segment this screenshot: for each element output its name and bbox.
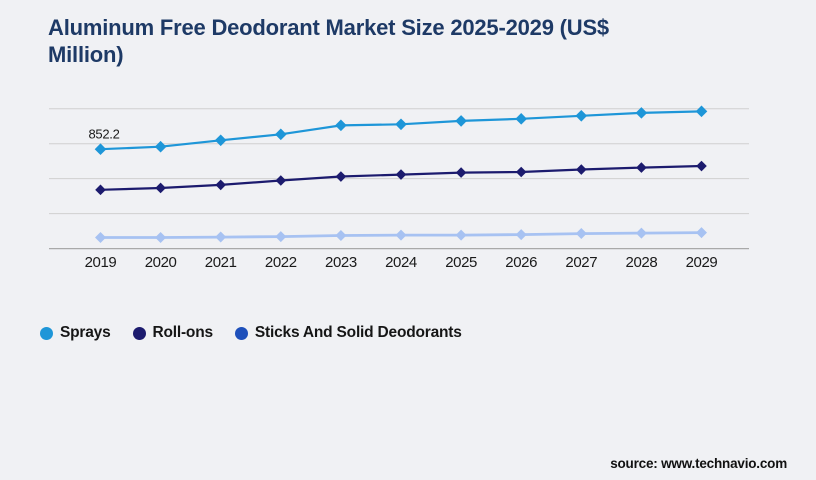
data-point-marker-roll-ons [455,167,467,178]
data-point-marker-roll-ons [576,164,587,175]
line-chart-plot-area: 852.2 [49,105,749,250]
data-point-marker-sticks-and-solid-deodorants [215,231,227,243]
x-tick-label: 2028 [625,254,658,271]
source-text: source: www.technavio.com [610,456,787,471]
x-tick-label: 2029 [685,254,718,271]
x-tick-label: 2026 [505,254,538,271]
data-point-marker-roll-ons [95,184,106,196]
legend-item-sprays: Sprays [40,324,111,342]
data-point-marker-roll-ons [515,166,527,178]
legend-label: Sticks And Solid Deodorants [254,324,462,341]
page-title-line2: Million) [48,42,124,67]
data-point-marker-sprays [335,119,347,132]
x-axis-tick-labels: 2019 2020 2021 2022 2023 2024 2025 2026 2027 2028… [0,254,816,274]
data-point-marker-roll-ons [335,171,347,182]
data-point-marker-roll-ons [275,175,287,186]
legend-dot-icon [234,326,248,340]
data-point-marker-sprays [214,134,227,147]
x-tick-label: 2021 [204,254,237,271]
data-point-marker-sticks-and-solid-deodorants [335,230,347,242]
data-point-marker-sprays [515,113,527,125]
data-point-marker-sprays [154,140,167,153]
x-tick-label: 2023 [325,254,357,271]
data-point-marker-sprays [275,128,287,141]
data-point-marker-sprays [395,118,407,131]
data-point-marker-sprays [94,143,107,156]
data-point-marker-sprays [575,109,588,122]
legend-label: Sprays [60,324,111,341]
legend-dot-icon [40,326,53,340]
legend-item-sticks-and-solid-deodorants: Sticks And Solid Deodorants [234,324,462,342]
data-point-marker-sprays [455,115,467,127]
data-point-marker-sticks-and-solid-deodorants [515,229,527,241]
data-point-marker-roll-ons [696,160,707,172]
x-tick-label: 2024 [385,254,417,271]
chart-legend: Sprays Roll-ons Sticks And Solid Deodorant… [40,324,462,342]
page-title: Aluminum Free Deodorant Market Size 2025… [48,14,768,68]
data-point-marker-roll-ons [215,179,226,191]
data-point-marker-sticks-and-solid-deodorants [395,229,407,241]
x-tick-label: 2027 [565,254,598,271]
legend-item-roll-ons: Roll-ons [132,324,214,342]
data-point-marker-sticks-and-solid-deodorants [455,229,467,241]
data-point-marker-sprays [635,107,648,119]
data-point-marker-roll-ons [155,182,166,194]
data-point-marker-sticks-and-solid-deodorants [155,232,167,244]
data-point-marker-sticks-and-solid-deodorants [635,227,647,239]
x-tick-label: 2022 [264,254,297,271]
data-point-marker-sticks-and-solid-deodorants [275,231,287,243]
data-point-marker-sticks-and-solid-deodorants [575,228,587,240]
legend-dot-icon [132,326,146,340]
data-label: 852.2 [89,127,120,142]
x-tick-label: 2019 [84,254,117,271]
x-tick-label: 2020 [144,254,177,271]
x-tick-label: 2025 [445,254,477,271]
data-point-marker-sticks-and-solid-deodorants [696,227,707,239]
legend-label: Roll-ons [152,324,214,341]
data-point-marker-roll-ons [636,162,647,173]
data-point-marker-sprays [695,105,708,118]
page-title-line1: Aluminum Free Deodorant Market Size 2025… [48,15,609,40]
data-point-marker-sticks-and-solid-deodorants [95,232,106,244]
